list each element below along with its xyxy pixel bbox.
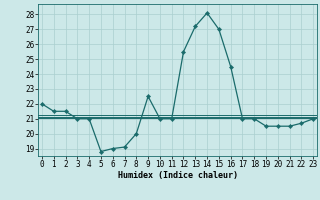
X-axis label: Humidex (Indice chaleur): Humidex (Indice chaleur) <box>118 171 238 180</box>
